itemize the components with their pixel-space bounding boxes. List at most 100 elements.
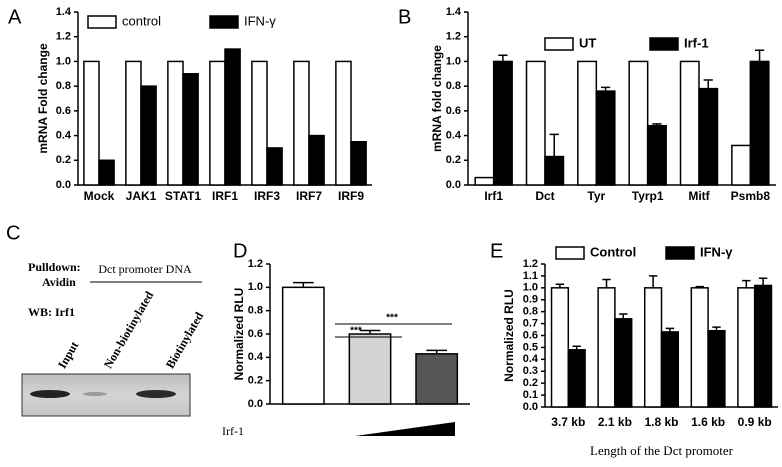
error-bar — [359, 329, 381, 334]
bar — [474, 176, 495, 186]
y-tick-label: 0.0 — [523, 401, 538, 413]
y-tick-label: 0.0 — [248, 398, 263, 410]
significance-label: *** — [386, 313, 398, 324]
error-bar — [754, 49, 765, 62]
y-tick-label: 0.9 — [523, 294, 538, 306]
legend-swatch — [87, 15, 117, 29]
bar — [737, 287, 756, 408]
error-bar — [742, 279, 751, 288]
error-bar — [665, 327, 675, 332]
bar — [660, 331, 680, 408]
x-axis-title: Length of the Dct promoter — [590, 443, 734, 458]
bar — [595, 90, 616, 186]
y-tick-label: 0.4 — [446, 129, 462, 141]
bar — [415, 353, 459, 405]
y-tick-label: 0.8 — [446, 80, 461, 92]
bar — [544, 155, 565, 186]
y-tick-label: 1.0 — [523, 282, 538, 294]
significance-label: *** — [350, 326, 362, 337]
y-tick-label: 1.4 — [446, 6, 462, 18]
bar — [167, 60, 184, 186]
y-tick-label: 0.4 — [523, 353, 539, 365]
error-bar — [703, 79, 713, 89]
x-tick-label: Tyrp1 — [632, 189, 664, 203]
bar — [98, 159, 115, 186]
bar — [140, 85, 157, 186]
legend-label: IFN-γ — [700, 244, 733, 259]
error-bar — [652, 123, 662, 126]
error-bar — [498, 54, 508, 62]
bar — [281, 286, 325, 405]
bar — [308, 134, 325, 186]
y-tick-label: 1.1 — [523, 270, 538, 282]
blot-band — [136, 390, 176, 398]
panel-label: C — [6, 222, 20, 244]
panel-label: A — [8, 6, 22, 28]
panel-label: B — [398, 6, 411, 28]
legend-swatch — [555, 246, 585, 260]
x-tick-label: 1.8 kb — [644, 415, 678, 429]
y-tick-label: 0.4 — [56, 129, 72, 141]
legend-label: Irf-1 — [684, 35, 709, 50]
bar — [646, 124, 667, 186]
bar — [83, 60, 100, 186]
bar — [224, 48, 241, 186]
y-tick-label: 0.2 — [56, 154, 71, 166]
y-tick-label: 0.3 — [523, 365, 538, 377]
error-bar — [619, 313, 628, 319]
y-tick-label: 1.0 — [446, 55, 461, 67]
y-tick-label: 0.8 — [56, 80, 71, 92]
x-tick-label: IRF7 — [296, 189, 322, 203]
bar — [690, 287, 709, 408]
error-bar — [426, 349, 447, 354]
y-tick-label: 0.6 — [56, 105, 71, 117]
y-tick-label: 1.2 — [248, 258, 263, 270]
bar — [628, 60, 649, 186]
y-axis-title: Normalized RLU — [502, 289, 516, 382]
y-tick-label: 0.6 — [248, 328, 263, 340]
x-tick-label: IRF3 — [254, 189, 280, 203]
x-tick-label: IRF1 — [212, 189, 238, 203]
panel-label: E — [490, 240, 503, 262]
y-tick-label: 0.4 — [248, 351, 264, 363]
x-tick-label: Tyr — [587, 189, 605, 203]
y-tick-label: 0.6 — [446, 105, 461, 117]
avidin-label: Avidin — [42, 275, 76, 289]
probe-label: Dct promoter DNA — [98, 262, 192, 276]
bar — [525, 60, 546, 186]
x-tick-label: 3.7 kb — [551, 415, 585, 429]
bar — [125, 60, 142, 186]
bar — [753, 284, 773, 408]
pulldown-label: Pulldown: — [28, 260, 81, 274]
error-bar — [293, 281, 314, 288]
lane-label: Biotinylated — [163, 309, 207, 371]
y-tick-label: 0.6 — [523, 329, 538, 341]
bar — [492, 60, 513, 186]
legend-swatch — [649, 37, 679, 51]
legend-label: control — [122, 13, 161, 28]
error-bar — [712, 326, 721, 331]
y-tick-label: 1.2 — [56, 31, 71, 43]
error-bar — [648, 275, 658, 288]
x-tick-label: Psmb8 — [731, 189, 771, 203]
bar — [348, 333, 392, 405]
bar — [293, 60, 310, 186]
panel-label: D — [233, 240, 247, 262]
legend-label: Control — [590, 244, 636, 259]
bar — [266, 147, 283, 186]
legend-label: UT — [579, 35, 596, 50]
wb-label: WB: Irf1 — [28, 305, 75, 319]
dose-triangle — [355, 422, 455, 436]
bar — [251, 60, 268, 186]
bar — [567, 349, 586, 408]
y-tick-label: 0.8 — [523, 306, 538, 318]
error-bar — [695, 285, 704, 288]
bar — [597, 287, 616, 408]
error-bar — [602, 278, 611, 288]
error-bar — [555, 283, 565, 288]
x-tick-label: STAT1 — [165, 189, 202, 203]
x-tick-label: Dct — [535, 189, 554, 203]
bar — [679, 60, 700, 186]
bar — [614, 318, 633, 408]
bar — [335, 60, 352, 186]
